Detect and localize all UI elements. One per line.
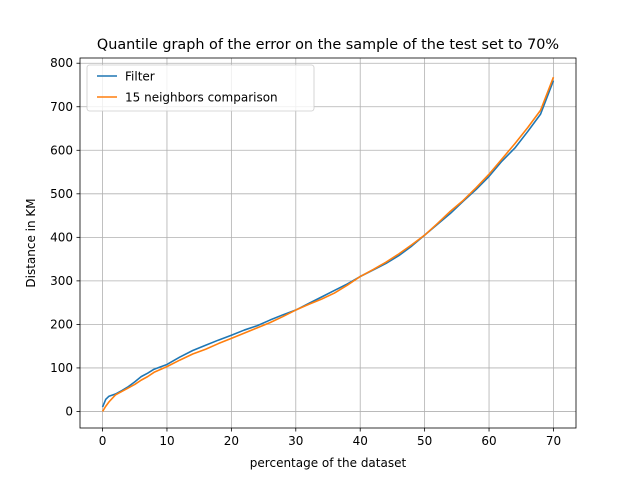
x-tick-label: 50 [417, 434, 432, 448]
y-tick-label: 700 [50, 100, 73, 114]
legend-label-0: Filter [125, 70, 155, 84]
series-line-1 [101, 76, 555, 412]
x-tick-label: 30 [288, 434, 303, 448]
x-tick-label: 60 [481, 434, 496, 448]
y-tick-label: 600 [50, 143, 73, 157]
y-tick-label: 200 [50, 317, 73, 331]
chart-title: Quantile graph of the error on the sampl… [97, 37, 559, 53]
legend-label-1: 15 neighbors comparison [125, 91, 278, 105]
x-tick-label: 70 [546, 434, 561, 448]
y-tick-label: 100 [50, 361, 73, 375]
x-tick-label: 40 [353, 434, 368, 448]
legend: Filter 15 neighbors comparison [86, 64, 315, 112]
x-axis-label: percentage of the dataset [250, 456, 407, 470]
y-tick-label: 300 [50, 274, 73, 288]
plot-frame [79, 57, 577, 429]
x-tick-label: 20 [224, 434, 239, 448]
legend-box [86, 64, 315, 112]
y-tick-label: 500 [50, 187, 73, 201]
y-tick-label: 800 [50, 56, 73, 70]
x-tick-label: 0 [99, 434, 107, 448]
x-tick-label: 10 [159, 434, 174, 448]
y-tick-label: 0 [65, 404, 73, 418]
y-tick-label: 400 [50, 230, 73, 244]
series-lines [101, 76, 555, 412]
y-axis-label: Distance in KM [24, 198, 38, 287]
grid [80, 58, 576, 428]
